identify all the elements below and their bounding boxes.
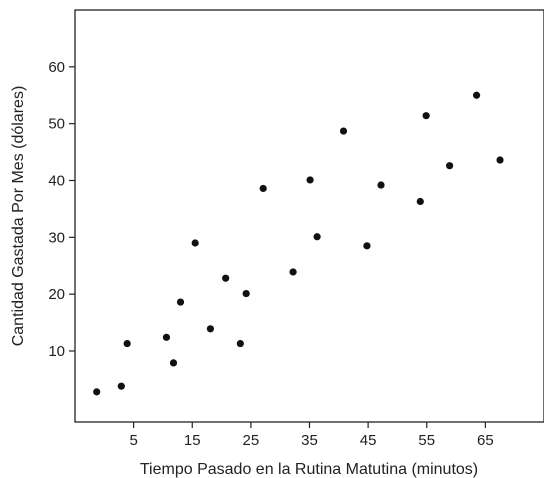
x-tick-label: 55 xyxy=(418,432,435,449)
data-point xyxy=(162,333,171,341)
x-tick-label: 15 xyxy=(184,432,201,449)
y-tick-label: 40 xyxy=(48,172,65,189)
data-point xyxy=(363,242,371,250)
data-point xyxy=(206,325,215,333)
y-tick-label: 10 xyxy=(48,343,65,360)
data-point xyxy=(422,112,430,120)
data-point xyxy=(377,181,385,189)
data-point xyxy=(339,127,348,135)
plot-frame xyxy=(74,9,544,423)
data-point xyxy=(472,91,481,99)
y-tick-label: 50 xyxy=(48,116,65,133)
data-point xyxy=(169,359,178,367)
data-point xyxy=(446,162,454,170)
y-tick-label: 30 xyxy=(48,229,65,246)
data-point xyxy=(236,339,244,348)
x-axis-ticks: 5 15 25 35 45 55 65 xyxy=(129,422,494,449)
data-point xyxy=(123,339,131,348)
data-points xyxy=(93,91,504,396)
data-point xyxy=(313,233,321,241)
data-point xyxy=(222,274,230,282)
data-point xyxy=(306,176,314,184)
data-point xyxy=(93,388,101,396)
y-axis-title: Cantidad Gastada Por Mes (dólares) xyxy=(10,86,27,347)
x-axis-title: Tiempo Pasado en la Rutina Matutina (min… xyxy=(140,461,478,478)
y-tick-label: 60 xyxy=(48,59,65,76)
x-tick-label: 5 xyxy=(129,432,137,449)
y-tick-label: 20 xyxy=(48,286,65,303)
data-point xyxy=(242,289,250,298)
x-tick-label: 25 xyxy=(243,432,260,449)
x-tick-label: 65 xyxy=(477,432,494,449)
data-point xyxy=(259,184,267,193)
data-point xyxy=(496,156,504,164)
data-point xyxy=(176,298,185,306)
data-point xyxy=(416,197,424,206)
x-tick-label: 45 xyxy=(360,432,377,449)
data-point xyxy=(289,268,297,276)
y-axis-ticks: 10 20 30 40 50 60 xyxy=(48,59,75,360)
x-tick-label: 35 xyxy=(301,432,318,449)
data-point xyxy=(117,382,125,390)
data-point xyxy=(191,239,199,247)
